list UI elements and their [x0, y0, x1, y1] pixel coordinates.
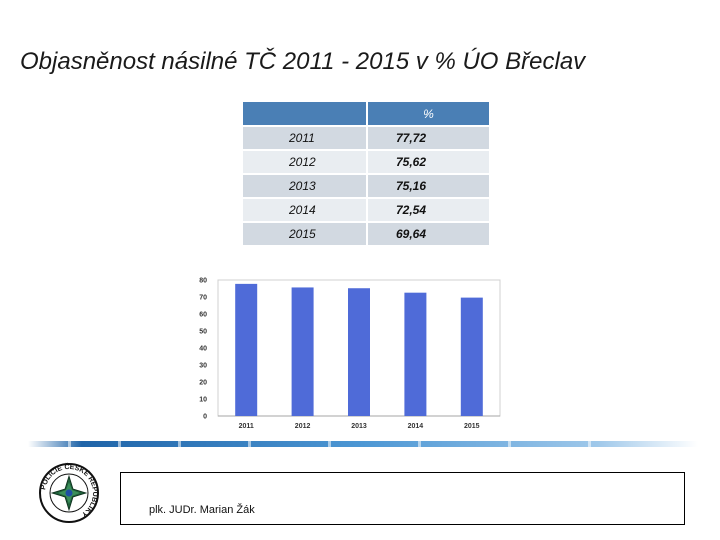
x-tick-label: 2013	[351, 423, 367, 430]
table-cell-value: 69,64	[366, 221, 491, 247]
table-header-row: %	[241, 100, 491, 127]
table-cell-year: 2013	[241, 173, 368, 199]
y-tick-label: 70	[199, 295, 207, 302]
table-header-percent: %	[366, 100, 491, 127]
y-tick-label: 50	[199, 329, 207, 336]
table-row: 2012 75,62	[241, 149, 491, 175]
bar-2013	[348, 288, 370, 416]
table-row: 2015 69,64	[241, 221, 491, 247]
y-tick-label: 20	[199, 380, 207, 387]
y-tick-label: 60	[199, 312, 207, 319]
x-tick-label: 2015	[464, 423, 480, 430]
y-tick-label: 0	[203, 414, 207, 421]
table-cell-value: 72,54	[366, 197, 491, 223]
police-logo-icon: POLICIE ČESKÉ REPUBLIKY	[39, 462, 99, 523]
y-tick-label: 40	[199, 346, 207, 353]
table-cell-year: 2012	[241, 149, 368, 175]
y-tick-label: 10	[199, 397, 207, 404]
table-row: 2011 77,72	[241, 125, 491, 151]
author-name: plk. JUDr. Marian Žák	[149, 504, 255, 516]
page-title: Objasněnost násilné TČ 2011 - 2015 v % Ú…	[20, 48, 586, 75]
table-cell-year: 2014	[241, 197, 368, 223]
table-cell-value: 75,62	[366, 149, 491, 175]
data-table: % 2011 77,72 2012 75,62 2013 75,16 2014 …	[241, 100, 491, 247]
table-header-year	[241, 100, 368, 127]
table-cell-year: 2015	[241, 221, 368, 247]
x-tick-label: 2011	[239, 423, 254, 430]
table-row: 2014 72,54	[241, 197, 491, 223]
decorative-stripe	[28, 441, 698, 447]
bar-2011	[235, 283, 258, 416]
table-cell-value: 75,16	[366, 173, 491, 199]
bar-2012	[291, 287, 314, 416]
bar-2014	[404, 292, 427, 416]
y-tick-label: 80	[199, 278, 207, 285]
signature-box: plk. JUDr. Marian Žák	[120, 472, 685, 525]
table-row: 2013 75,16	[241, 173, 491, 199]
x-tick-label: 2012	[295, 423, 311, 430]
x-tick-label: 2014	[408, 423, 424, 430]
table-cell-value: 77,72	[366, 125, 491, 151]
bar-chart: 0 10 20 30 40 50 60 70 80 2011 2012 2013 2014 2015	[199, 278, 501, 430]
y-tick-label: 30	[199, 363, 207, 370]
bar-2015	[460, 297, 483, 416]
table-cell-year: 2011	[241, 125, 368, 151]
